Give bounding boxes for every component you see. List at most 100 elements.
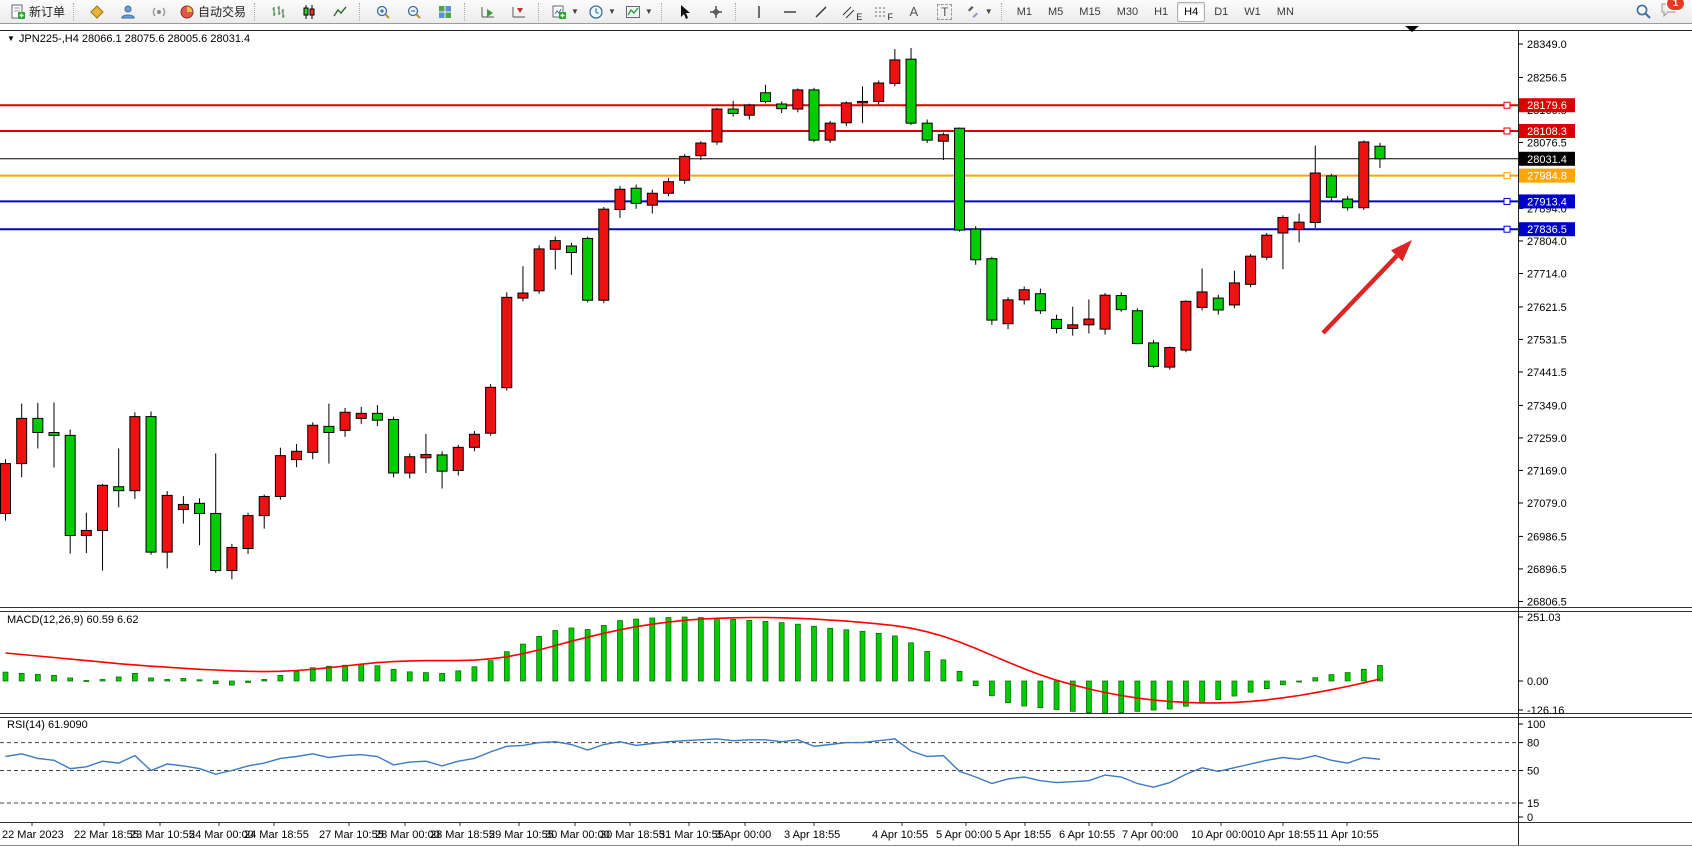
fibonacci-icon [874, 7, 885, 16]
macd-histogram-bar [455, 670, 462, 682]
candle [1051, 314, 1063, 334]
line-handle[interactable] [1503, 172, 1511, 180]
macd-tick-label: 0.00 [1527, 676, 1548, 688]
svg-text:27913.4: 27913.4 [1527, 196, 1567, 208]
market-watch-button[interactable] [82, 1, 112, 23]
line-handle[interactable] [1503, 197, 1511, 205]
arrows-tool-button[interactable]: ▼ [961, 1, 997, 23]
auto-trading-button[interactable]: 自动交易 [175, 1, 250, 23]
new-chart-icon [552, 5, 567, 19]
timeframe-button-h1[interactable]: H1 [1154, 5, 1169, 18]
text-label-tool-button[interactable]: T [930, 1, 960, 23]
macd-histogram-bar [1134, 680, 1141, 712]
timeframe-button-m15[interactable]: M15 [1079, 5, 1101, 18]
channel-tool-button[interactable]: E [837, 1, 867, 23]
periods-button[interactable]: ▼ [584, 1, 620, 23]
tile-windows-button[interactable] [430, 1, 460, 23]
candle [776, 101, 788, 114]
chart-shift-button[interactable] [504, 1, 534, 23]
time-axis-label: 24 Mar 18:55 [244, 829, 309, 841]
dropdown-caret-icon: ▼ [571, 7, 579, 16]
annotation-arrow[interactable] [1321, 254, 1399, 335]
search-icon[interactable] [1635, 3, 1652, 20]
candle [1196, 268, 1208, 311]
trendline-tool-button[interactable] [806, 1, 836, 23]
timeframe-button-m5[interactable]: M5 [1048, 5, 1064, 18]
macd-histogram-bar [1069, 680, 1076, 712]
line-handle[interactable] [1503, 225, 1511, 233]
candle [970, 226, 982, 265]
macd-histogram-bar [67, 677, 74, 682]
time-axis-label: 24 Mar 00:00 [189, 829, 254, 841]
cursor-tool-button[interactable] [670, 1, 700, 23]
signals-button[interactable] [144, 1, 174, 23]
timeframe-button-m1[interactable]: M1 [1016, 5, 1032, 18]
rsi-indicator-label: RSI(14) 61.9090 [7, 719, 88, 731]
candle [1164, 346, 1176, 370]
candle [452, 444, 464, 476]
timeframe-button-m30[interactable]: M30 [1116, 5, 1139, 18]
macd-histogram-bar [51, 675, 57, 682]
text-tool-button[interactable]: A [899, 1, 929, 23]
price-tick-label: 28256.5 [1527, 72, 1567, 84]
macd-histogram-bar [1377, 665, 1383, 682]
candle [258, 494, 270, 529]
macd-histogram-bar [245, 680, 251, 683]
candle [145, 411, 157, 555]
new-chart-button[interactable]: ▼ [547, 1, 583, 23]
candle [0, 459, 11, 521]
candle [792, 88, 804, 113]
macd-histogram-bar [229, 680, 235, 686]
macd-histogram-bar [940, 659, 947, 682]
candle [1212, 294, 1224, 315]
candle [743, 103, 755, 120]
time-axis-label: 10 Apr 18:55 [1253, 829, 1315, 841]
candle [1309, 145, 1321, 228]
horizontal-line-tool-button[interactable] [775, 1, 805, 23]
line-chart-mode-button[interactable] [325, 1, 355, 23]
candle [177, 496, 189, 524]
line-handle[interactable] [1503, 101, 1511, 109]
rsi-tick-label: 0 [1527, 812, 1533, 824]
time-axis-label: 10 Apr 00:00 [1191, 829, 1253, 841]
macd-histogram-bar [115, 676, 122, 682]
macd-panel: 251.03 0.00 -126.16 [2, 612, 1564, 717]
time-axis-label: 3 Apr 18:55 [784, 829, 840, 841]
timeframe-button-h4[interactable]: H4 [1177, 1, 1206, 22]
annotation-arrow-head[interactable] [1391, 240, 1412, 262]
navigator-icon [121, 5, 135, 18]
zoom-out-button[interactable] [399, 1, 429, 23]
price-tick-label: 27169.0 [1527, 465, 1567, 477]
zoom-in-button[interactable] [368, 1, 398, 23]
timeframe-button-w1[interactable]: W1 [1244, 5, 1261, 18]
line-handle[interactable] [1503, 127, 1511, 135]
candle [307, 422, 319, 460]
time-axis-label: 5 Apr 00:00 [936, 829, 992, 841]
indicators-button[interactable]: ▼ [621, 1, 657, 23]
fibonacci-tool-button[interactable]: F [868, 1, 898, 23]
vertical-line-tool-button[interactable] [744, 1, 774, 23]
tile-windows-icon [439, 5, 452, 18]
rsi-panel: 100 80 50 15 0 [0, 719, 1545, 824]
candle [388, 416, 400, 478]
chart-shift-marker-icon[interactable] [1405, 26, 1419, 32]
line-chart-icon [333, 6, 347, 16]
timeframe-button-mn[interactable]: MN [1276, 5, 1294, 18]
new-order-button[interactable]: 新订单 [6, 1, 69, 23]
candle [97, 483, 109, 571]
navigator-button[interactable] [113, 1, 143, 23]
macd-histogram-bar [261, 679, 268, 682]
candles [0, 47, 1386, 580]
bar-chart-mode-button[interactable] [263, 1, 293, 23]
notifications-button[interactable]: 1 [1660, 0, 1685, 22]
toolbar-separator [464, 2, 469, 21]
timeframe-button-d1[interactable]: D1 [1214, 5, 1229, 18]
candle-chart-mode-button[interactable] [294, 1, 324, 23]
candle [582, 236, 594, 303]
crosshair-tool-button[interactable] [701, 1, 731, 23]
candle [161, 491, 173, 569]
time-axis-label: 29 Mar 10:55 [489, 829, 554, 841]
macd-histogram-bar [164, 679, 171, 682]
auto-scroll-button[interactable] [473, 1, 503, 23]
